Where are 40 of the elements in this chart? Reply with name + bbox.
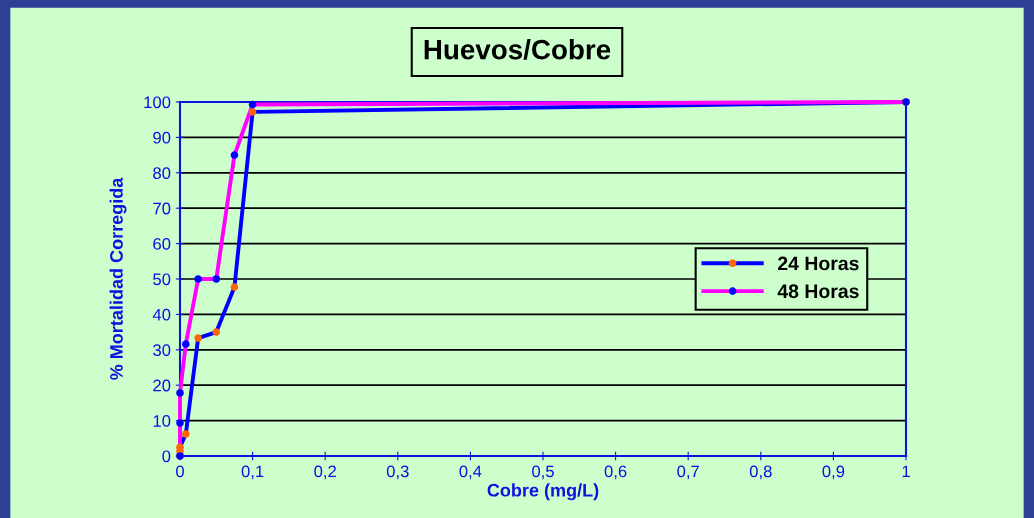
y-tick-label: 40 bbox=[152, 308, 171, 321]
point bbox=[212, 275, 221, 283]
y-axis-title: % Mortalidad Corregida bbox=[109, 177, 127, 380]
x-tick-label: 0,8 bbox=[749, 465, 772, 480]
x-tick-label: 0,4 bbox=[459, 465, 482, 480]
legend-label: 24 Horas bbox=[777, 256, 859, 271]
y-tick-label: 70 bbox=[153, 202, 171, 215]
x-tick-label: 0,2 bbox=[314, 465, 336, 480]
x-tick-label: 1 bbox=[902, 465, 910, 478]
y-tick-label: 0 bbox=[162, 450, 171, 463]
y-tick-label: 30 bbox=[153, 344, 171, 356]
y-tick-label: 50 bbox=[153, 273, 171, 286]
x-tick-label: 0,7 bbox=[677, 465, 699, 480]
y-tick-label: 80 bbox=[153, 167, 171, 179]
point bbox=[230, 283, 239, 291]
point bbox=[182, 340, 190, 348]
y-tick-label: 20 bbox=[153, 379, 171, 392]
y-tick-label: 100 bbox=[144, 96, 171, 109]
point bbox=[176, 443, 184, 451]
point bbox=[248, 108, 257, 116]
y-tick-label: 90 bbox=[153, 131, 171, 144]
x-tick-label: 0 bbox=[176, 465, 184, 478]
legend-label: 48 Horas bbox=[777, 284, 859, 299]
point bbox=[176, 419, 184, 427]
chart-title: Huevos/Cobre bbox=[424, 39, 611, 60]
y-tick-label: 60 bbox=[153, 238, 171, 250]
x-tick-label: 0,9 bbox=[822, 465, 845, 480]
point bbox=[194, 275, 202, 283]
x-tick-label: 0,6 bbox=[604, 465, 627, 480]
point bbox=[176, 389, 184, 397]
point bbox=[194, 334, 202, 342]
x-tick-label: 0,5 bbox=[532, 465, 554, 480]
x-axis-title: Cobre (mg/L) bbox=[487, 483, 599, 501]
point bbox=[182, 430, 190, 438]
y-tick-label: 10 bbox=[153, 415, 171, 427]
point bbox=[248, 100, 257, 109]
x-tick-label: 0,3 bbox=[386, 465, 409, 480]
point bbox=[230, 151, 239, 159]
point bbox=[212, 328, 221, 336]
x-tick-label: 0,1 bbox=[241, 465, 264, 480]
